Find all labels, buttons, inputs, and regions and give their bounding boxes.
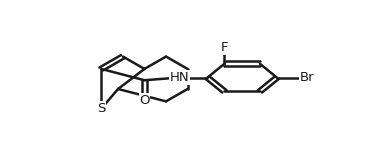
Text: Br: Br [299, 71, 314, 84]
Text: F: F [221, 41, 228, 54]
Text: HN: HN [169, 71, 189, 84]
Text: O: O [139, 94, 150, 107]
Text: S: S [97, 102, 105, 115]
